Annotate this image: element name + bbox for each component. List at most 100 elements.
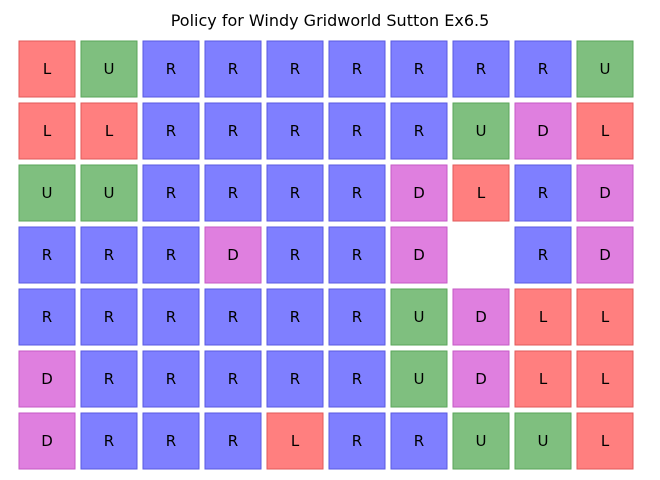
grid-cell-r0-c1 bbox=[80, 40, 138, 98]
cell-label-r2-c0: U bbox=[42, 184, 53, 202]
cell-label-r5-c9: L bbox=[601, 370, 610, 388]
cell-label-r5-c6: U bbox=[414, 370, 425, 388]
cell-label-r2-c7: L bbox=[477, 184, 486, 202]
grid-cell-r5-c6 bbox=[390, 350, 448, 408]
grid-cell-r6-c6 bbox=[390, 412, 448, 470]
grid-cell-r1-c4 bbox=[266, 102, 324, 160]
grid-cell-r4-c8 bbox=[514, 288, 572, 346]
grid-cell-r6-c4 bbox=[266, 412, 324, 470]
grid-cell-r6-c7 bbox=[452, 412, 510, 470]
cell-label-r1-c9: L bbox=[601, 122, 610, 140]
cell-label-r1-c6: R bbox=[414, 122, 424, 140]
grid-cell-r3-c1 bbox=[80, 226, 138, 284]
grid-cell-r1-c3 bbox=[204, 102, 262, 160]
grid-cell-r5-c4 bbox=[266, 350, 324, 408]
cell-label-r6-c4: L bbox=[291, 432, 300, 450]
cell-label-r3-c8: R bbox=[538, 246, 548, 264]
cell-label-r5-c1: R bbox=[104, 370, 114, 388]
grid-cell-r5-c5 bbox=[328, 350, 386, 408]
cell-label-r3-c5: R bbox=[352, 246, 362, 264]
cell-label-r1-c3: R bbox=[228, 122, 238, 140]
cell-label-r4-c1: R bbox=[104, 308, 114, 326]
grid-cell-r0-c3 bbox=[204, 40, 262, 98]
cell-label-r2-c9: D bbox=[599, 184, 611, 202]
chart-title: Policy for Windy Gridworld Sutton Ex6.5 bbox=[170, 11, 490, 30]
grid-cell-r0-c4 bbox=[266, 40, 324, 98]
grid-cell-r3-c2 bbox=[142, 226, 200, 284]
cell-label-r6-c2: R bbox=[166, 432, 176, 450]
grid-cell-r6-c0 bbox=[18, 412, 76, 470]
grid-cell-r6-c8 bbox=[514, 412, 572, 470]
grid-cell-r0-c9 bbox=[576, 40, 634, 98]
cell-label-r1-c0: L bbox=[43, 122, 52, 140]
grid-cell-r0-c6 bbox=[390, 40, 448, 98]
cell-label-r0-c6: R bbox=[414, 60, 424, 78]
cell-label-r4-c5: R bbox=[352, 308, 362, 326]
cell-label-r6-c5: R bbox=[352, 432, 362, 450]
cell-label-r1-c5: R bbox=[352, 122, 362, 140]
cell-label-r2-c2: R bbox=[166, 184, 176, 202]
grid-cell-r2-c4 bbox=[266, 164, 324, 222]
cell-label-r6-c0: D bbox=[41, 432, 53, 450]
grid-cell-r2-c2 bbox=[142, 164, 200, 222]
grid-cell-r4-c5 bbox=[328, 288, 386, 346]
grid-cell-r4-c3 bbox=[204, 288, 262, 346]
cell-label-r3-c9: D bbox=[599, 246, 611, 264]
grid-cell-r5-c7 bbox=[452, 350, 510, 408]
cell-label-r0-c3: R bbox=[228, 60, 238, 78]
grid-cell-r4-c9 bbox=[576, 288, 634, 346]
cell-label-r3-c2: R bbox=[166, 246, 176, 264]
grid-cell-r1-c9 bbox=[576, 102, 634, 160]
cell-label-r1-c2: R bbox=[166, 122, 176, 140]
grid-cell-r3-c5 bbox=[328, 226, 386, 284]
cell-label-r4-c0: R bbox=[42, 308, 52, 326]
cell-label-r6-c9: L bbox=[601, 432, 610, 450]
cell-label-r1-c4: R bbox=[290, 122, 300, 140]
grid-cell-r0-c7 bbox=[452, 40, 510, 98]
grid-cell-r6-c9 bbox=[576, 412, 634, 470]
cell-label-r4-c7: D bbox=[475, 308, 487, 326]
cell-label-r0-c2: R bbox=[166, 60, 176, 78]
grid-cell-r4-c6 bbox=[390, 288, 448, 346]
cell-label-r3-c1: R bbox=[104, 246, 114, 264]
grid-cell-r4-c7 bbox=[452, 288, 510, 346]
grid-cell-r6-c2 bbox=[142, 412, 200, 470]
grid-cell-r2-c8 bbox=[514, 164, 572, 222]
grid-cell-r6-c3 bbox=[204, 412, 262, 470]
cell-label-r0-c5: R bbox=[352, 60, 362, 78]
cell-label-r4-c3: R bbox=[228, 308, 238, 326]
cell-label-r3-c6: D bbox=[413, 246, 425, 264]
cell-label-r0-c4: R bbox=[290, 60, 300, 78]
grid-cell-r0-c5 bbox=[328, 40, 386, 98]
grid-cell-r1-c1 bbox=[80, 102, 138, 160]
cell-label-r1-c1: L bbox=[105, 122, 114, 140]
grid-cell-r5-c8 bbox=[514, 350, 572, 408]
cell-label-r2-c1: U bbox=[104, 184, 115, 202]
grid-cell-r5-c2 bbox=[142, 350, 200, 408]
cell-label-r4-c8: L bbox=[539, 308, 548, 326]
cell-label-r0-c8: R bbox=[538, 60, 548, 78]
cell-label-r2-c8: R bbox=[538, 184, 548, 202]
cell-label-r4-c2: R bbox=[166, 308, 176, 326]
grid-cell-r1-c5 bbox=[328, 102, 386, 160]
grid-cell-r0-c2 bbox=[142, 40, 200, 98]
cell-label-r3-c4: R bbox=[290, 246, 300, 264]
cell-label-r3-c3: D bbox=[227, 246, 239, 264]
cell-label-r1-c7: U bbox=[476, 122, 487, 140]
cell-label-r5-c5: R bbox=[352, 370, 362, 388]
cell-label-r5-c0: D bbox=[41, 370, 53, 388]
grid-cell-r2-c9 bbox=[576, 164, 634, 222]
grid-cell-r4-c0 bbox=[18, 288, 76, 346]
grid-cell-r2-c0 bbox=[18, 164, 76, 222]
cell-label-r4-c4: R bbox=[290, 308, 300, 326]
cell-label-r6-c8: U bbox=[538, 432, 549, 450]
grid-cell-r5-c3 bbox=[204, 350, 262, 408]
cell-label-r4-c6: U bbox=[414, 308, 425, 326]
grid-cell-r5-c1 bbox=[80, 350, 138, 408]
cell-label-r0-c7: R bbox=[476, 60, 486, 78]
grid-cell-r5-c9 bbox=[576, 350, 634, 408]
cell-label-r5-c7: D bbox=[475, 370, 487, 388]
cell-label-r6-c7: U bbox=[476, 432, 487, 450]
cell-label-r5-c4: R bbox=[290, 370, 300, 388]
